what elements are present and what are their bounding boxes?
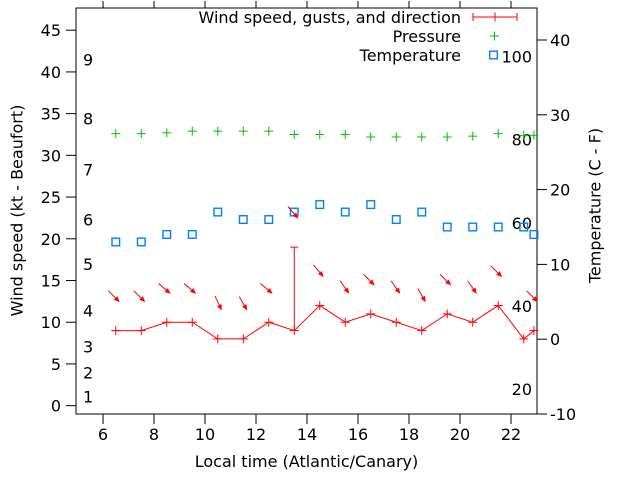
beaufort-scale-label: 9 [83, 50, 93, 69]
fahrenheit-scale-label: 80 [512, 131, 532, 150]
wind-direction-arrowhead [190, 288, 197, 294]
left-tick-label: 5 [51, 355, 61, 374]
left-tick-label: 40 [41, 63, 61, 82]
temperature-point [264, 215, 274, 225]
plot-border [75, 7, 538, 415]
temperature-point [493, 222, 503, 232]
wind-direction-arrowhead [445, 279, 452, 286]
left-axis-title: Wind speed (kt - Beaufort) [7, 104, 27, 317]
left-tick-label: 0 [51, 397, 61, 416]
right-tick-label: 0 [550, 330, 560, 349]
x-tick-label: 10 [195, 425, 215, 444]
x-tick-label: 12 [246, 425, 266, 444]
temperature-point [238, 215, 248, 225]
beaufort-scale-label: 1 [83, 387, 93, 406]
temperature-point [340, 207, 350, 217]
temperature-point [136, 237, 146, 247]
temperature-point [519, 222, 529, 232]
wind-direction-arrowhead [471, 287, 477, 294]
x-tick-label: 20 [450, 425, 470, 444]
temperature-point [417, 207, 427, 217]
temperature-point [162, 229, 172, 239]
x-tick-label: 22 [501, 425, 521, 444]
temperature-point [366, 200, 376, 210]
wind-direction-arrowhead [394, 287, 401, 294]
right-axis-title: Temperature (C - F) [585, 127, 605, 284]
left-tick-label: 30 [41, 146, 61, 165]
wind-direction-arrowhead [420, 295, 426, 303]
temperature-point [111, 237, 121, 247]
left-tick-label: 15 [41, 272, 61, 291]
wind-direction-arrowhead [292, 212, 299, 219]
wind-direction-arrowhead [113, 296, 120, 303]
x-axis-title: Local time (Atlantic/Canary) [194, 452, 419, 471]
temperature-point [529, 229, 539, 239]
beaufort-scale-label: 5 [83, 255, 93, 274]
right-tick-label: -10 [550, 405, 576, 424]
wind-direction-arrowhead [531, 296, 538, 303]
right-tick-label: 10 [550, 255, 570, 274]
beaufort-scale-label: 4 [83, 302, 93, 321]
fahrenheit-scale-label: 100 [501, 48, 532, 67]
legend-temperature-marker [489, 50, 499, 60]
wind-direction-arrowhead [164, 288, 171, 294]
wind-direction-arrowhead [317, 270, 324, 278]
x-tick-label: 14 [297, 425, 317, 444]
x-tick-label: 6 [98, 425, 108, 444]
right-tick-label: 20 [550, 181, 570, 200]
right-tick-label: 40 [550, 31, 570, 50]
temperature-point [442, 222, 452, 232]
wind-direction-arrowhead [242, 304, 248, 311]
beaufort-scale-label: 3 [83, 337, 93, 356]
beaufort-scale-label: 7 [83, 161, 93, 180]
fahrenheit-scale-label: 40 [512, 297, 532, 316]
left-tick-label: 20 [41, 230, 61, 249]
fahrenheit-scale-label: 20 [512, 380, 532, 399]
right-tick-label: 30 [550, 106, 570, 125]
x-tick-label: 18 [399, 425, 419, 444]
wind-direction-arrowhead [266, 288, 273, 294]
temperature-point [391, 215, 401, 225]
left-tick-label: 25 [41, 188, 61, 207]
temperature-point [213, 207, 223, 217]
beaufort-scale-label: 2 [83, 363, 93, 382]
beaufort-scale-label: 6 [83, 211, 93, 230]
wind-direction-arrowhead [496, 271, 503, 278]
temperature-point [468, 222, 478, 232]
left-tick-label: 35 [41, 105, 61, 124]
wind-direction-arrowhead [343, 287, 350, 294]
legend-temperature-label: Temperature [359, 46, 461, 65]
left-tick-label: 45 [41, 21, 61, 40]
legend-pressure-label: Pressure [392, 27, 461, 46]
wind-direction-arrowhead [368, 279, 375, 286]
temperature-point [315, 200, 325, 210]
beaufort-scale-label: 8 [83, 110, 93, 129]
wind-direction-arrowhead [139, 296, 146, 303]
temperature-point [187, 229, 197, 239]
left-tick-label: 10 [41, 313, 61, 332]
x-tick-label: 8 [149, 425, 159, 444]
legend-wind-label: Wind speed, gusts, and direction [198, 8, 461, 27]
x-tick-label: 16 [348, 425, 368, 444]
wind-direction-arrowhead [216, 304, 222, 311]
